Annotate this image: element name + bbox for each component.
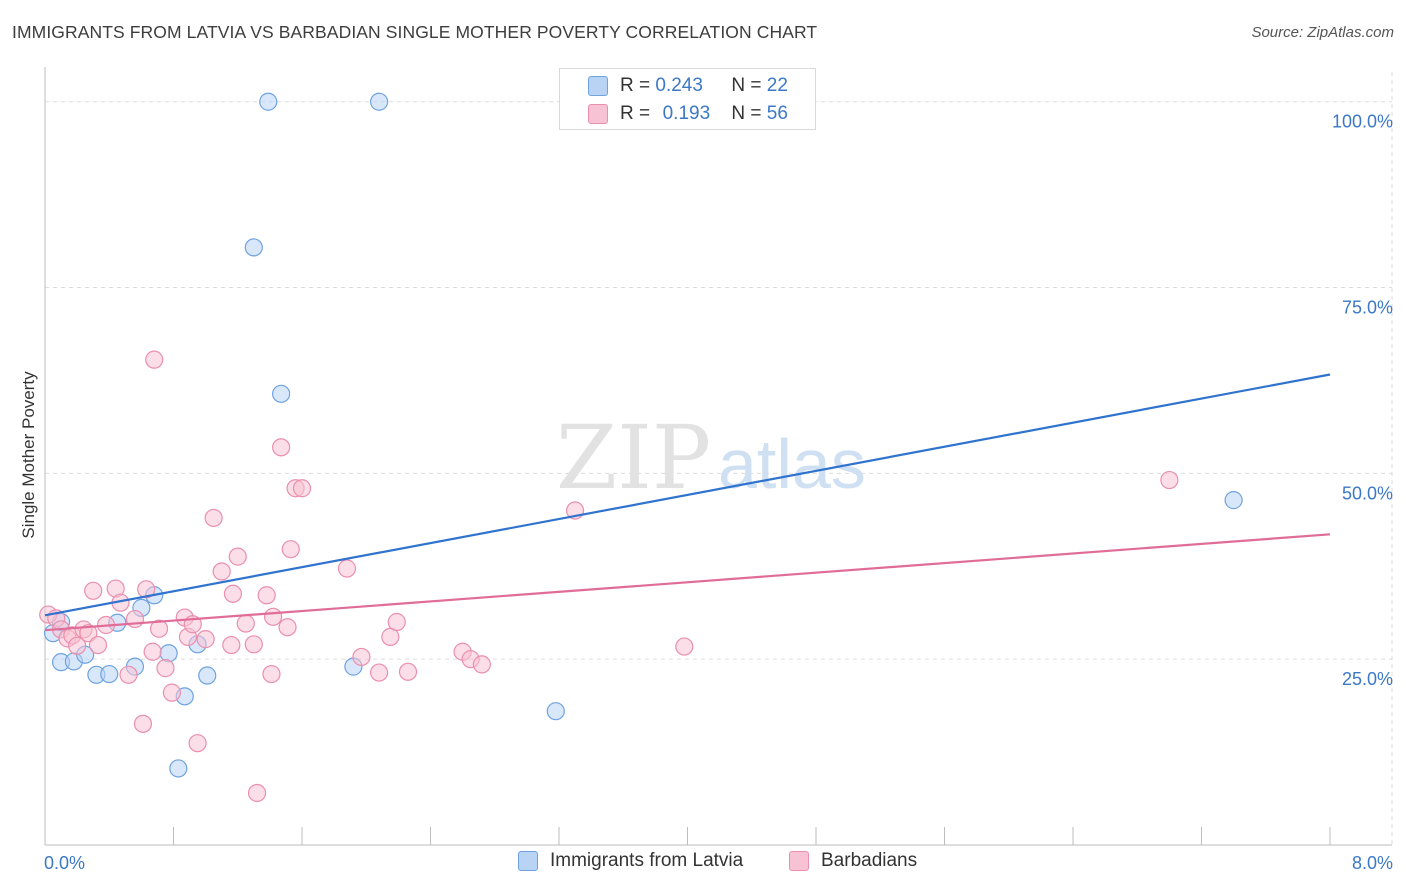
axes	[44, 67, 1392, 846]
point-barbadians	[162, 683, 181, 702]
legend-item-barbadians: Barbadians	[789, 850, 917, 872]
legend-swatch-latvia	[588, 76, 608, 96]
legend-item-latvia: Immigrants from Latvia	[518, 850, 743, 872]
point-latvia	[272, 384, 291, 403]
point-barbadians	[278, 618, 297, 637]
point-barbadians	[196, 630, 215, 649]
legend-swatch-barbadians	[789, 851, 809, 871]
point-latvia	[198, 666, 217, 685]
y-tick-label: 50.0%	[1342, 483, 1393, 503]
point-barbadians	[143, 642, 162, 661]
legend-r-value: 0.193	[662, 103, 711, 124]
point-barbadians	[370, 663, 389, 682]
legend-n-label: N =	[731, 75, 762, 96]
legend-swatch-latvia	[518, 851, 538, 871]
legend-label-barbadians: Barbadians	[821, 850, 918, 871]
point-barbadians	[222, 635, 241, 655]
trend-line-latvia	[44, 373, 1331, 617]
legend-n-value: 22	[766, 75, 788, 96]
point-barbadians	[68, 636, 87, 655]
stats-legend: R = 0.243 N = 22 R = 0.193 N = 56	[559, 68, 816, 130]
legend-swatch-barbadians	[588, 104, 608, 124]
legend-n-label: N =	[731, 103, 762, 124]
trend-lines	[44, 373, 1331, 632]
watermark: ZIP atlas	[556, 406, 866, 509]
legend-r-value: 0.243	[655, 75, 703, 96]
point-barbadians	[137, 580, 156, 599]
point-barbadians	[272, 438, 291, 457]
point-barbadians	[145, 350, 164, 369]
point-barbadians	[212, 562, 231, 581]
x-tick-label: 8.0%	[1352, 853, 1393, 873]
point-latvia	[100, 664, 119, 684]
point-barbadians	[156, 659, 175, 678]
legend-row-latvia: R = 0.243 N = 22	[588, 74, 788, 98]
point-barbadians	[79, 624, 98, 643]
point-latvia	[370, 92, 389, 111]
point-barbadians	[281, 540, 300, 559]
point-barbadians	[1160, 470, 1179, 490]
point-latvia	[546, 702, 565, 721]
legend-n-value: 56	[766, 103, 788, 124]
legend-row-barbadians: R = 0.193 N = 56	[588, 102, 788, 126]
point-latvia	[1224, 491, 1243, 510]
source-label: Source: ZipAtlas.com	[1251, 24, 1394, 41]
legend-label-latvia: Immigrants from Latvia	[550, 850, 744, 871]
point-barbadians	[247, 783, 267, 803]
legend-r-label: R =	[620, 75, 651, 96]
y-tick-label: 100.0%	[1332, 112, 1393, 132]
point-barbadians	[257, 586, 276, 605]
chart-title: IMMIGRANTS FROM LATVIA VS BARBADIAN SING…	[12, 22, 818, 42]
point-latvia	[159, 644, 178, 663]
point-barbadians	[337, 559, 357, 578]
point-barbadians	[675, 637, 694, 656]
series-legend: Immigrants from Latvia Barbadians	[0, 850, 1406, 880]
point-barbadians	[387, 612, 406, 632]
point-barbadians	[84, 581, 103, 600]
point-barbadians	[292, 479, 312, 498]
y-tick-label: 25.0%	[1342, 669, 1393, 689]
x-tick-label: 0.0%	[44, 853, 85, 873]
point-barbadians	[228, 547, 247, 566]
point-barbadians	[133, 714, 153, 733]
watermark-atlas: atlas	[718, 425, 866, 503]
point-barbadians	[352, 647, 371, 667]
point-barbadians	[188, 734, 207, 753]
point-latvia	[244, 238, 263, 257]
point-barbadians	[119, 665, 138, 684]
data-points	[39, 92, 1243, 803]
point-barbadians	[149, 619, 169, 638]
trend-line-barbadians	[44, 533, 1331, 632]
legend-r-label: R =	[620, 103, 651, 124]
point-barbadians	[236, 614, 255, 633]
point-barbadians	[204, 508, 223, 528]
watermark-zip: ZIP	[556, 406, 711, 509]
point-barbadians	[263, 607, 283, 626]
point-latvia	[259, 92, 278, 111]
point-barbadians	[244, 635, 263, 654]
point-barbadians	[398, 662, 418, 681]
y-axis-label: Single Mother Poverty	[19, 371, 38, 539]
y-tick-label: 75.0%	[1342, 298, 1393, 318]
point-barbadians	[88, 635, 108, 655]
point-barbadians	[472, 655, 491, 674]
point-barbadians	[262, 664, 281, 684]
point-latvia	[169, 759, 188, 778]
tick-labels: 25.0% 50.0% 75.0% 100.0% 0.0% 8.0%	[44, 112, 1393, 873]
point-barbadians	[223, 584, 243, 603]
